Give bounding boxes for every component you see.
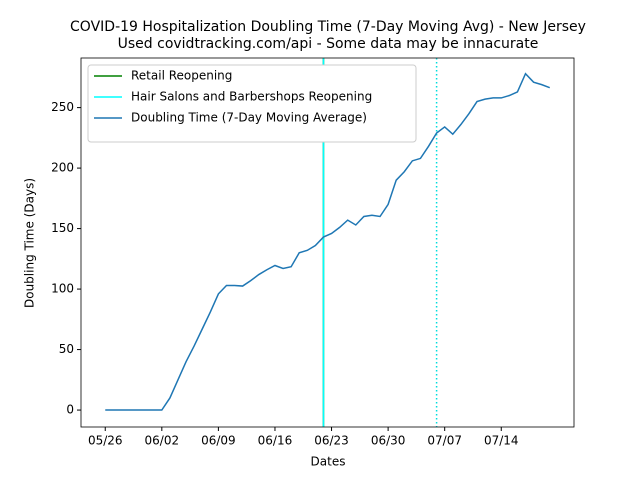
y-tick-label: 50 bbox=[59, 342, 74, 356]
x-tick-label: 05/26 bbox=[88, 434, 123, 448]
x-tick-label: 07/07 bbox=[427, 434, 462, 448]
legend-box bbox=[87, 64, 417, 143]
x-tick-label: 06/30 bbox=[371, 434, 406, 448]
y-tick-label: 250 bbox=[51, 100, 74, 114]
data-line bbox=[105, 72, 551, 411]
x-tick-label: 07/14 bbox=[484, 434, 519, 448]
legend-label: Hair Salons and Barbershops Reopening bbox=[131, 90, 372, 104]
y-tick-label: 200 bbox=[51, 161, 74, 175]
y-tick-label: 100 bbox=[51, 282, 74, 296]
chart-subtitle: Used covidtracking.com/api - Some data m… bbox=[118, 36, 539, 52]
legend-label: Doubling Time (7-Day Moving Average) bbox=[131, 111, 367, 125]
legend-label: Retail Reopening bbox=[131, 69, 232, 83]
y-tick-label: 0 bbox=[66, 403, 74, 417]
x-axis-label: Dates bbox=[311, 455, 346, 469]
y-axis-label: Doubling Time (Days) bbox=[23, 178, 37, 308]
x-tick-label: 06/02 bbox=[145, 434, 180, 448]
x-tick-label: 06/23 bbox=[314, 434, 349, 448]
x-tick-label: 06/09 bbox=[201, 434, 236, 448]
x-tick-label: 06/16 bbox=[258, 434, 293, 448]
axes-frame bbox=[80, 57, 575, 428]
chart-title: COVID-19 Hospitalization Doubling Time (… bbox=[70, 19, 586, 35]
y-tick-label: 150 bbox=[51, 221, 74, 235]
